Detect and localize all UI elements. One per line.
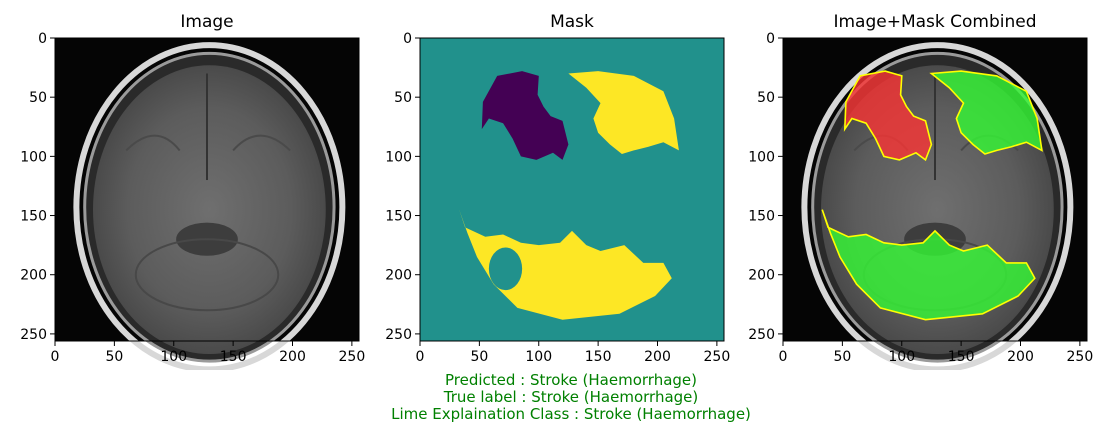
axes-frame [419,37,725,342]
x-tick-label: 100 [888,349,915,365]
y-tick-label: 200 [20,268,47,284]
y-tick-label: 150 [385,209,412,225]
y-tick-label: 100 [748,149,775,165]
y-tick-label: 50 [29,90,47,106]
overlay-positive-region-top [929,70,1043,155]
y-tick-label: 250 [748,327,775,343]
x-tick-label: 0 [51,349,60,365]
axes-frame [782,37,1088,342]
x-tick-label: 200 [644,349,671,365]
y-tick-label: 100 [385,149,412,165]
caption-lime-class: Lime Explaination Class : Stroke (Haemor… [391,405,751,423]
overlay-positive-region-bottom [821,209,1036,321]
x-tick-label: 150 [585,349,612,365]
x-tick-label: 50 [105,349,123,365]
mask-positive-region-bottom [459,209,672,320]
x-tick-label: 250 [1067,349,1094,365]
x-tick-label: 150 [220,349,247,365]
y-tick-label: 150 [20,209,47,225]
y-tick-label: 50 [394,90,412,106]
x-tick-label: 50 [833,349,851,365]
mask-hole [488,247,523,291]
mask-negative-region [481,71,569,160]
x-tick-label: 250 [339,349,366,365]
y-tick-label: 150 [748,209,775,225]
x-tick-label: 100 [525,349,552,365]
panel-title: Image [180,12,233,32]
x-tick-label: 150 [948,349,975,365]
y-tick-label: 250 [385,327,412,343]
x-tick-label: 100 [160,349,187,365]
axes-frame [54,37,360,342]
y-tick-label: 0 [766,31,775,47]
mask-positive-region-top [568,71,679,154]
x-tick-label: 200 [279,349,306,365]
x-tick-label: 0 [779,349,788,365]
y-tick-label: 250 [20,327,47,343]
y-tick-label: 0 [38,31,47,47]
y-tick-label: 0 [403,31,412,47]
x-tick-label: 0 [416,349,425,365]
skull-outline [73,42,346,370]
panel-title: Image+Mask Combined [833,12,1036,32]
skull-outline [801,42,1074,370]
sulci [125,134,291,152]
y-tick-label: 100 [20,149,47,165]
caption-true-label: True label : Stroke (Haemorrhage) [443,388,699,406]
overlay-negative-region [843,70,933,162]
cerebellum-contour [134,238,280,312]
x-tick-label: 200 [1007,349,1034,365]
y-tick-label: 50 [757,90,775,106]
y-tick-label: 200 [748,268,775,284]
y-tick-label: 200 [385,268,412,284]
x-tick-label: 250 [704,349,731,365]
x-tick-label: 50 [470,349,488,365]
panel-title: Mask [550,12,594,32]
caption-predicted: Predicted : Stroke (Haemorrhage) [444,371,698,389]
